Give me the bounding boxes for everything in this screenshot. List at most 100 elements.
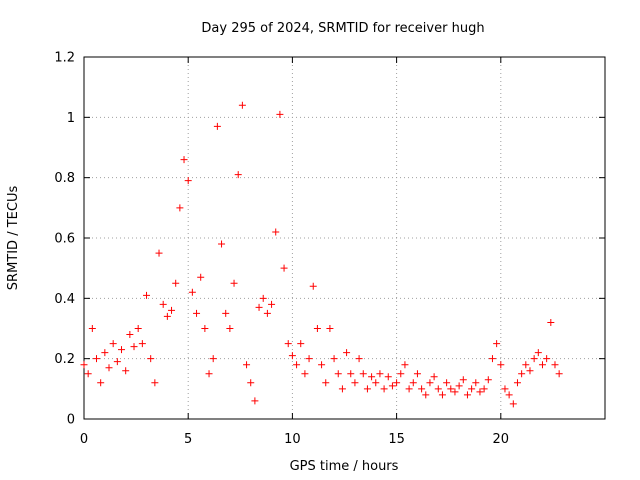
data-point xyxy=(359,370,367,378)
x-tick-label: 15 xyxy=(388,432,405,447)
data-point xyxy=(430,373,438,381)
data-point xyxy=(438,391,446,399)
data-point xyxy=(343,349,351,357)
data-point xyxy=(509,400,517,408)
x-tick-label: 10 xyxy=(284,432,301,447)
data-point xyxy=(84,370,92,378)
data-point xyxy=(172,279,180,287)
data-point xyxy=(268,300,276,308)
data-point xyxy=(88,325,96,332)
data-point xyxy=(555,370,563,378)
data-point xyxy=(122,367,130,375)
data-point xyxy=(330,355,338,363)
data-point xyxy=(501,385,509,393)
data-point xyxy=(101,349,109,357)
data-point xyxy=(397,370,405,378)
data-point xyxy=(118,346,126,354)
data-point xyxy=(143,291,151,299)
data-point xyxy=(222,309,230,317)
data-point xyxy=(147,355,155,363)
chart-title: Day 295 of 2024, SRMTID for receiver hug… xyxy=(201,21,484,36)
data-point xyxy=(547,318,555,326)
x-axis: 0 5 10 15 20 xyxy=(80,57,509,447)
data-point xyxy=(213,122,221,130)
data-point xyxy=(138,340,146,348)
data-point xyxy=(468,385,476,393)
data-point xyxy=(434,385,442,393)
data-point xyxy=(418,385,426,393)
data-point xyxy=(530,355,538,363)
data-point xyxy=(276,110,284,118)
data-point xyxy=(168,306,176,314)
data-point xyxy=(130,343,138,351)
data-point xyxy=(409,379,417,387)
data-point xyxy=(163,312,171,320)
data-point xyxy=(251,397,259,405)
data-point xyxy=(497,361,505,369)
data-point xyxy=(151,379,159,387)
data-point xyxy=(422,391,430,399)
data-point xyxy=(413,370,421,378)
data-point xyxy=(538,361,546,369)
data-point xyxy=(405,385,413,393)
data-point xyxy=(493,340,501,348)
data-point xyxy=(313,325,321,332)
data-point xyxy=(351,379,359,387)
data-point xyxy=(201,325,209,332)
x-tick-label: 20 xyxy=(493,432,510,447)
data-point xyxy=(197,273,205,281)
data-point xyxy=(463,391,471,399)
data-point xyxy=(263,309,271,317)
x-axis-title: GPS time / hours xyxy=(290,459,399,474)
y-tick-label: 0.8 xyxy=(54,171,75,186)
data-point xyxy=(526,367,534,375)
data-point xyxy=(126,331,134,339)
data-point xyxy=(459,376,467,384)
data-point xyxy=(209,355,217,363)
y-tick-label: 0.6 xyxy=(54,232,75,247)
x-tick-label: 0 xyxy=(80,432,88,447)
data-point xyxy=(551,361,559,369)
data-point xyxy=(80,361,88,369)
data-point xyxy=(284,340,292,348)
data-point xyxy=(230,279,238,287)
data-point xyxy=(376,370,384,378)
data-point xyxy=(97,379,105,387)
data-point xyxy=(109,340,117,348)
data-point xyxy=(159,300,167,308)
data-point xyxy=(280,264,288,272)
data-point xyxy=(472,379,480,387)
y-tick-label: 1.2 xyxy=(54,51,75,66)
data-point xyxy=(272,228,280,236)
data-point xyxy=(301,370,309,378)
grid xyxy=(84,57,605,419)
data-point xyxy=(384,373,392,381)
data-point xyxy=(205,370,213,378)
data-point xyxy=(297,340,305,348)
data-point xyxy=(518,370,526,378)
data-point xyxy=(134,325,142,332)
data-point xyxy=(334,370,342,378)
data-point xyxy=(380,385,388,393)
data-point xyxy=(293,361,301,369)
data-point xyxy=(288,352,296,360)
data-point xyxy=(368,373,376,381)
data-point xyxy=(534,349,542,357)
data-point xyxy=(543,355,551,363)
data-point xyxy=(155,249,163,257)
data-point xyxy=(226,325,234,332)
data-point xyxy=(247,379,255,387)
x-tick-label: 5 xyxy=(184,432,192,447)
data-point xyxy=(480,385,488,393)
data-point xyxy=(488,355,496,363)
data-point xyxy=(426,379,434,387)
data-point xyxy=(176,204,184,212)
data-point xyxy=(309,282,317,290)
data-point xyxy=(305,355,313,363)
data-point xyxy=(188,288,196,296)
data-point xyxy=(388,382,396,390)
y-axis: 0 0.2 0.4 0.6 0.8 1 1.2 xyxy=(54,51,605,428)
data-point xyxy=(105,364,113,372)
